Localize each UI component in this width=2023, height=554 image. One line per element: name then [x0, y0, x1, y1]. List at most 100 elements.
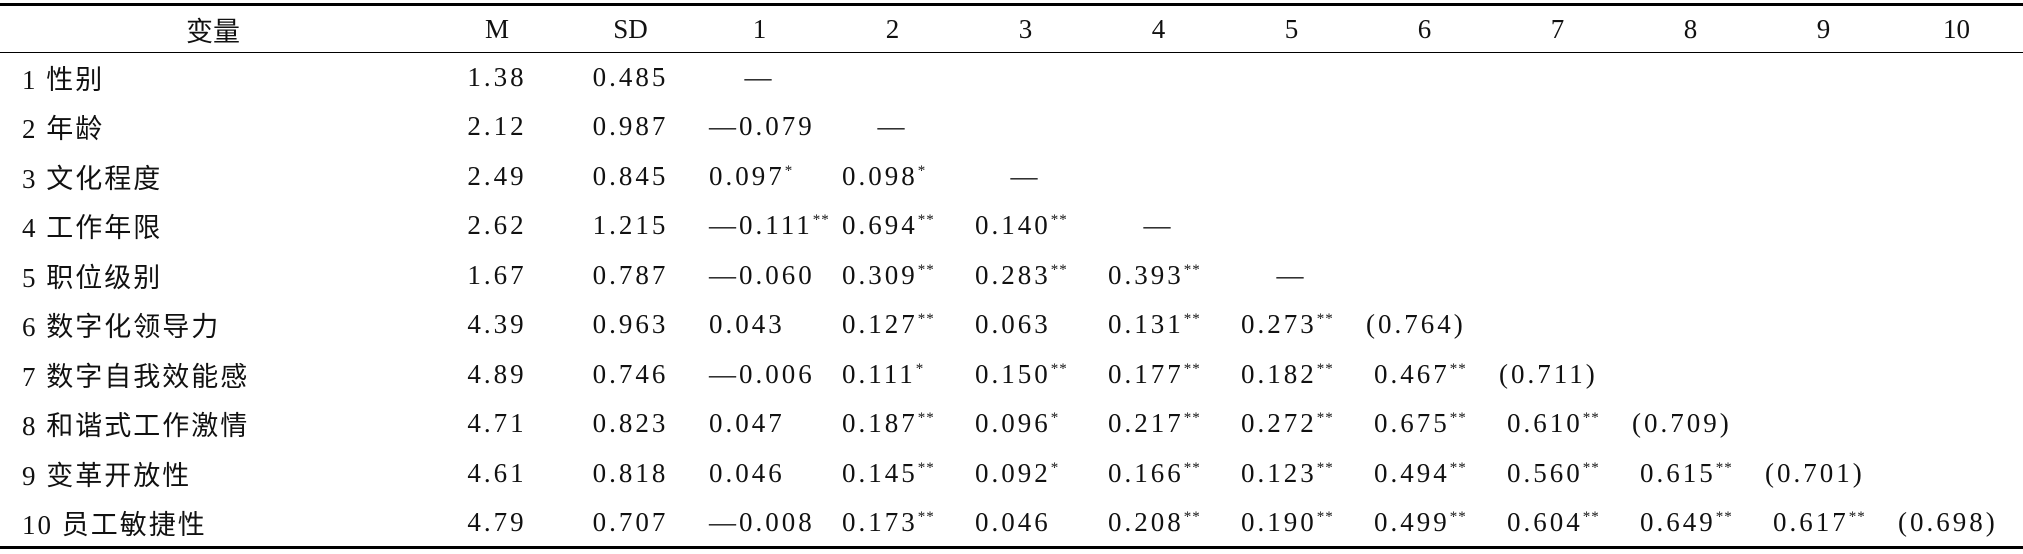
cell-value: 0.208 — [1108, 506, 1184, 537]
table-cell — [1624, 201, 1757, 251]
table-cell — [1890, 251, 2023, 301]
header-cell: 4 — [1151, 13, 1166, 44]
table-cell: — — [693, 53, 826, 103]
cell-value: (0.709) — [1632, 408, 1732, 439]
table-cell — [1624, 102, 1757, 152]
cell-value: 0.393 — [1108, 259, 1184, 290]
cell-value: 0.140 — [975, 210, 1051, 241]
table-cell: 0.150** — [959, 350, 1092, 400]
table-cell: 0.987 — [568, 102, 693, 152]
table-cell — [1491, 152, 1624, 202]
table-cell: 0.166** — [1092, 449, 1225, 499]
cell-value: 10 员工敏捷性 — [22, 509, 207, 540]
table-cell: 0.043 — [693, 300, 826, 350]
cell-value: 1.67 — [467, 259, 527, 290]
table-cell — [1890, 350, 2023, 400]
table-cell: — — [959, 152, 1092, 202]
table-cell: (0.764) — [1358, 300, 1491, 350]
significance-mark: ** — [1316, 311, 1334, 328]
table-cell — [1890, 300, 2023, 350]
significance-mark: ** — [1183, 360, 1201, 377]
table-cell — [1890, 102, 2023, 152]
table-cell — [1757, 350, 1890, 400]
cell-value: —0.008 — [709, 506, 815, 537]
table-cell: 4.79 — [426, 498, 568, 548]
cell-value: 0.283 — [975, 259, 1051, 290]
significance-mark: ** — [1449, 410, 1467, 427]
table-cell: 8 和谐式工作激情 — [0, 399, 426, 449]
table-cell: 0.393** — [1092, 251, 1225, 301]
cell-value: 4.79 — [467, 506, 527, 537]
significance-mark: * — [1050, 410, 1060, 427]
table-cell: 0.097* — [693, 152, 826, 202]
table-cell — [1358, 53, 1491, 103]
cell-value: —0.060 — [709, 259, 815, 290]
table-cell — [1491, 53, 1624, 103]
table-cell — [1890, 53, 2023, 103]
significance-mark: ** — [1582, 459, 1600, 476]
table-cell: (0.698) — [1890, 498, 2023, 548]
cell-value: 0.617 — [1773, 506, 1849, 537]
cell-value: 5 职位级别 — [22, 262, 163, 293]
table-row: 4 工作年限 2.62 1.215 —0.111** 0.694** 0.140** — — [0, 201, 2023, 251]
significance-mark: ** — [1316, 360, 1334, 377]
table-cell: 0.131** — [1092, 300, 1225, 350]
table-cell — [959, 102, 1092, 152]
cell-value: 1.215 — [592, 210, 669, 241]
cell-value: (0.711) — [1499, 358, 1598, 389]
cell-value: 0.610 — [1507, 408, 1583, 439]
significance-mark: ** — [1715, 459, 1733, 476]
table-cell: 0.467** — [1358, 350, 1491, 400]
table-cell: 0.182** — [1225, 350, 1358, 400]
table-cell: 0.111* — [826, 350, 959, 400]
cell-value: 0.046 — [975, 506, 1051, 537]
cell-value: 8 和谐式工作激情 — [22, 411, 250, 442]
table-cell: 0.604** — [1491, 498, 1624, 548]
table-cell: 3 文化程度 — [0, 152, 426, 202]
cell-value: — — [1143, 210, 1174, 241]
cell-value: —0.111 — [709, 210, 813, 241]
table-cell: 2.62 — [426, 201, 568, 251]
table-cell: 0.309** — [826, 251, 959, 301]
table-cell: 0.123** — [1225, 449, 1358, 499]
cell-value: — — [877, 111, 908, 142]
table-cell: —0.079 — [693, 102, 826, 152]
table-cell: 0.694** — [826, 201, 959, 251]
table-cell: 4.71 — [426, 399, 568, 449]
table-row: 9 变革开放性 4.61 0.818 0.046 0.145** 0.092* 0.166*… — [0, 449, 2023, 499]
page: 变量 M SD 1 2 3 4 5 6 7 8 9 10 1 性别 1.38 0.485 — 2 年龄 2.12 0… — [0, 3, 2023, 554]
significance-mark: ** — [1050, 212, 1068, 229]
table-cell: —0.008 — [693, 498, 826, 548]
table-cell: 0.610** — [1491, 399, 1624, 449]
table-cell: —0.111** — [693, 201, 829, 251]
cell-value: — — [744, 62, 775, 92]
significance-mark: ** — [1582, 410, 1600, 427]
table-cell — [1624, 152, 1757, 202]
cell-value: 0.707 — [592, 506, 669, 537]
table-cell: 0.845 — [568, 152, 693, 202]
cell-value: 0.649 — [1640, 506, 1716, 537]
table-cell: 1 性别 — [0, 53, 426, 103]
table-cell: 0.273** — [1225, 300, 1358, 350]
table-cell: 0.707 — [568, 498, 693, 548]
cell-value: 0.182 — [1241, 358, 1317, 389]
cell-value: 0.494 — [1374, 457, 1450, 488]
table-cell: 0.190** — [1225, 498, 1358, 548]
cell-value: 0.092 — [975, 457, 1051, 488]
table-cell: 0.818 — [568, 449, 693, 499]
table-cell — [1225, 201, 1358, 251]
cell-value: 0.063 — [975, 309, 1051, 340]
table-cell: 0.140** — [959, 201, 1092, 251]
table-row: 6 数字化领导力 4.39 0.963 0.043 0.127** 0.063 0.131*… — [0, 300, 2023, 350]
significance-mark: * — [917, 162, 927, 179]
table-row: 8 和谐式工作激情 4.71 0.823 0.047 0.187** 0.096* 0.21… — [0, 399, 2023, 449]
table-cell: 0.823 — [568, 399, 693, 449]
table-cell: 0.208** — [1092, 498, 1225, 548]
cell-value: 0.694 — [842, 210, 918, 241]
table-row: 10 员工敏捷性 4.79 0.707 —0.008 0.173** 0.046 0.208… — [0, 498, 2023, 548]
table-cell: 0.617** — [1757, 498, 1890, 548]
cell-value: 0.097 — [709, 160, 785, 191]
table-cell — [1624, 350, 1757, 400]
table-cell — [1890, 449, 2023, 499]
table-row: 7 数字自我效能感 4.89 0.746 —0.006 0.111* 0.150** 0.1… — [0, 350, 2023, 400]
